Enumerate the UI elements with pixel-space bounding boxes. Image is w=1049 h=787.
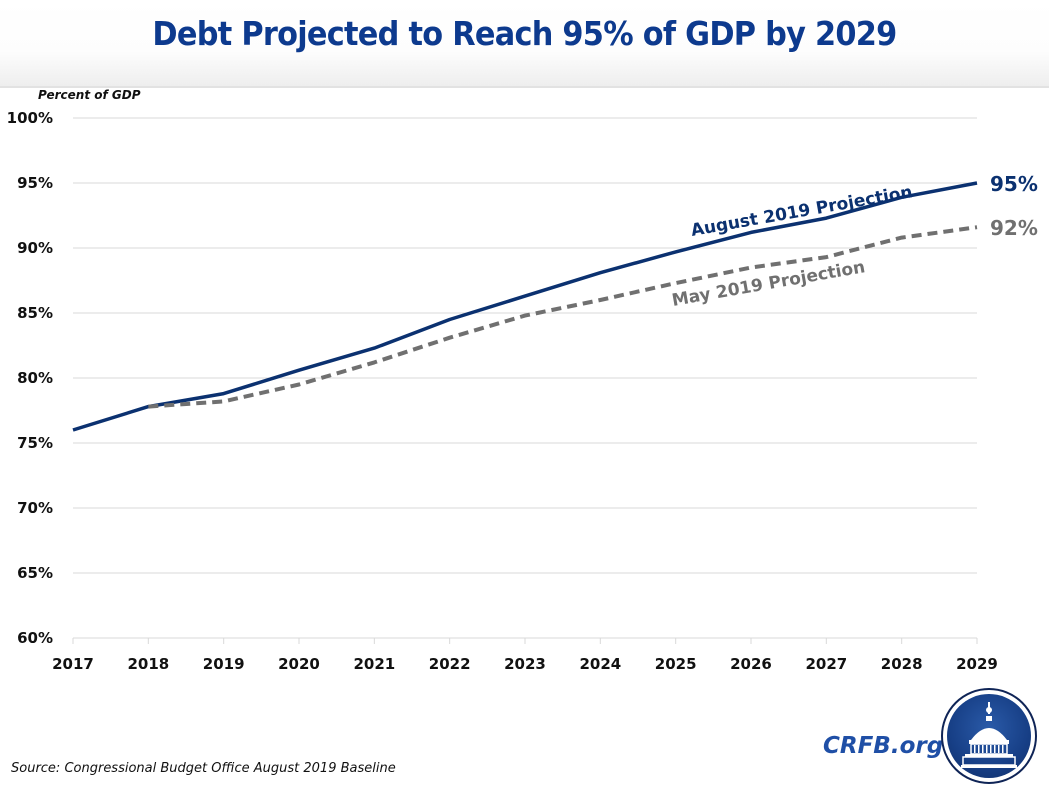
annotations: 95% 92% August 2019 Projection May 2019 Pro… bbox=[670, 172, 1037, 311]
x-tick-label: 2029 bbox=[956, 655, 998, 673]
x-tick-label: 2018 bbox=[127, 655, 169, 673]
capitol-dome-seal-icon bbox=[941, 688, 1037, 784]
august-series-label: August 2019 Projection bbox=[689, 182, 914, 241]
chart-title: Debt Projected to Reach 95% of GDP by 20… bbox=[152, 14, 897, 53]
x-tick-label: 2026 bbox=[730, 655, 772, 673]
may-series-label: May 2019 Projection bbox=[670, 257, 866, 311]
y-tick-label: 60% bbox=[17, 629, 53, 647]
x-tick-label: 2019 bbox=[203, 655, 245, 673]
x-tick-label: 2028 bbox=[881, 655, 923, 673]
seal-background bbox=[947, 694, 1031, 778]
august-2019-projection-line bbox=[72, 181, 978, 432]
x-axis: 2017 2018 2019 2020 2021 2022 2023 2024 2025 2026… bbox=[52, 638, 998, 673]
capitol-dome-icon bbox=[961, 702, 1017, 768]
x-tick-label: 2027 bbox=[805, 655, 847, 673]
x-tick-label: 2024 bbox=[579, 655, 621, 673]
source-note: Source: Congressional Budget Office Augu… bbox=[11, 761, 396, 776]
y-tick-label: 80% bbox=[17, 369, 53, 387]
x-tick-label: 2025 bbox=[655, 655, 697, 673]
title-banner: Debt Projected to Reach 95% of GDP by 20… bbox=[0, 0, 1049, 88]
y-tick-label: 100% bbox=[7, 109, 53, 127]
x-tick-label: 2020 bbox=[278, 655, 320, 673]
y-tick-label: 70% bbox=[17, 499, 53, 517]
may-2019-projection-line bbox=[148, 225, 978, 409]
y-tick-label: 75% bbox=[17, 434, 53, 452]
y-tick-label: 85% bbox=[17, 304, 53, 322]
y-tick-label: 65% bbox=[17, 564, 53, 582]
y-tick-label: 95% bbox=[17, 174, 53, 192]
gridlines bbox=[73, 117, 977, 639]
may-end-label: 92% bbox=[990, 216, 1038, 240]
y-axis-title: Percent of GDP bbox=[38, 88, 141, 102]
y-axis-ticks: 60% 65% 70% 75% 80% 85% 90% 95% 100% bbox=[7, 109, 53, 647]
y-tick-label: 90% bbox=[17, 239, 53, 257]
x-tick-label: 2021 bbox=[353, 655, 395, 673]
brand-link[interactable]: CRFB.org bbox=[823, 733, 944, 759]
august-end-label: 95% bbox=[990, 172, 1038, 196]
x-tick-label: 2022 bbox=[429, 655, 471, 673]
x-tick-label: 2023 bbox=[504, 655, 546, 673]
x-tick-label: 2017 bbox=[52, 655, 94, 673]
series-lines bbox=[72, 181, 978, 432]
